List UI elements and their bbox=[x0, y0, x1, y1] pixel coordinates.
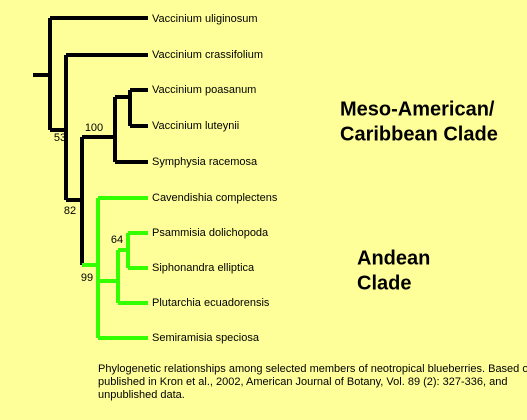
clade-label: Meso-American/ bbox=[340, 98, 495, 120]
taxon-label: Symphysia racemosa bbox=[152, 156, 258, 168]
caption: published in Kron et al., 2002, American… bbox=[98, 376, 508, 388]
black-branches bbox=[33, 16, 148, 265]
taxon-label: Vaccinium crassifolium bbox=[152, 49, 263, 61]
support-value: 99 bbox=[81, 272, 93, 284]
branch bbox=[82, 196, 148, 340]
taxon-label: Vaccinium poasanum bbox=[152, 84, 256, 96]
clade-label: Caribbean Clade bbox=[340, 123, 498, 145]
support-value: 82 bbox=[64, 205, 76, 217]
taxon-label: Plutarchia ecuadorensis bbox=[152, 297, 270, 309]
support-value: 100 bbox=[85, 122, 103, 134]
taxon-label: Cavendishia complectens bbox=[152, 192, 278, 204]
caption: Phylogenetic relationships among selecte… bbox=[98, 363, 527, 375]
support-value: 53 bbox=[54, 132, 66, 144]
taxon-label: Vaccinium uliginosum bbox=[152, 13, 258, 25]
taxon-label: Semiramisia speciosa bbox=[152, 332, 260, 344]
taxon-label: Psammisia dolichopoda bbox=[152, 227, 269, 239]
taxon-label: Siphonandra elliptica bbox=[152, 262, 255, 274]
support-value: 64 bbox=[111, 234, 123, 246]
clade-label: Andean bbox=[357, 247, 430, 269]
green-branches bbox=[82, 196, 148, 340]
clade-label: Clade bbox=[357, 272, 411, 294]
taxon-label: Vaccinium luteynii bbox=[152, 120, 239, 132]
caption: unpublished data. bbox=[98, 389, 185, 401]
branch bbox=[33, 16, 148, 265]
